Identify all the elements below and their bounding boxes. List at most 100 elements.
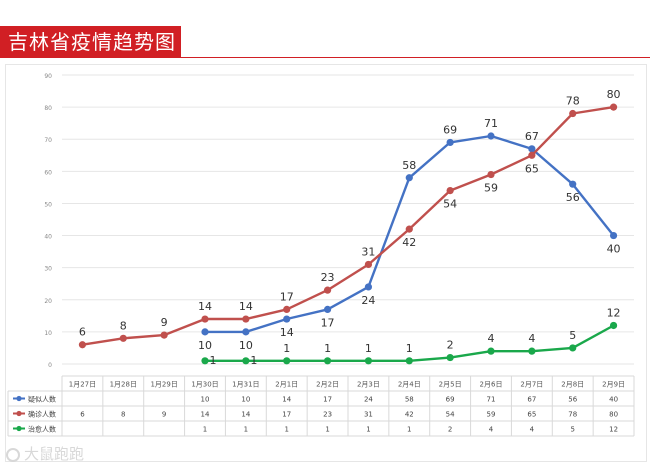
data-label-cured: 1: [250, 354, 257, 367]
data-label-confirmed: 14: [198, 300, 212, 313]
data-label-suspected: 17: [321, 316, 335, 329]
table-cell-suspected: 69: [446, 396, 455, 404]
table-cell-cured: 1: [325, 426, 329, 434]
data-label-suspected: 58: [402, 159, 416, 172]
data-point-suspected: [242, 328, 250, 336]
table-cell-cured: 1: [203, 426, 207, 434]
data-point-suspected: [487, 132, 495, 140]
y-tick-label: 90: [44, 73, 52, 80]
x-tick-label: 2月2日: [316, 381, 339, 389]
table-cell-cured: 2: [448, 426, 452, 434]
data-label-suspected: 71: [484, 117, 498, 130]
table-cell-cured: 1: [407, 426, 411, 434]
data-point-confirmed: [487, 170, 495, 179]
y-tick-label: 30: [44, 266, 52, 273]
data-label-confirmed: 80: [607, 88, 621, 101]
data-label-cured: 12: [607, 306, 621, 319]
table-cell-confirmed: 8: [121, 411, 125, 419]
data-point-cured: [364, 357, 373, 365]
data-point-cured: [405, 357, 413, 365]
data-label-confirmed: 14: [239, 300, 253, 313]
data-point-suspected: [283, 315, 291, 323]
trend-chart: 0 10 20 30 40 50 60 70 80 90 1月27日 1月28日 1月29日 1月30日 1…: [7, 73, 635, 437]
legend-marker-confirmed: [16, 410, 22, 417]
x-tick-label: 2月8日: [561, 381, 584, 389]
data-point-confirmed: [283, 305, 291, 314]
data-label-suspected: 14: [280, 326, 294, 339]
y-tick-label: 40: [44, 234, 52, 241]
legend-marker-suspected: [16, 395, 22, 402]
table-cell-cured: 4: [489, 426, 494, 434]
table-cell-cured: 5: [570, 426, 574, 434]
title-divider: [0, 57, 650, 58]
table-cell-suspected: 71: [487, 396, 496, 404]
table-cell-suspected: 40: [609, 396, 618, 404]
table-cell-suspected: 10: [241, 396, 250, 404]
table-cell-confirmed: 14: [241, 411, 250, 419]
data-point-confirmed: [446, 187, 454, 195]
data-label-confirmed: 6: [79, 326, 86, 339]
y-tick-label: 70: [44, 137, 52, 144]
page-title: 吉林省疫情趋势图: [0, 26, 181, 58]
data-point-cured: [609, 321, 618, 330]
x-tick-label: 2月9日: [602, 381, 625, 389]
table-cell-confirmed: 6: [80, 411, 85, 419]
data-label-confirmed: 59: [484, 182, 498, 195]
table-cell-confirmed: 31: [364, 411, 373, 419]
x-tick-label: 1月28日: [110, 381, 137, 389]
data-point-confirmed: [323, 286, 332, 294]
data-label-suspected: 69: [443, 123, 457, 136]
data-label-confirmed: 78: [566, 95, 580, 108]
x-tick-label: 1月29日: [150, 381, 177, 389]
x-tick-label: 2月1日: [275, 381, 298, 389]
data-label-cured: 4: [488, 332, 495, 345]
table-cell-confirmed: 80: [609, 411, 618, 419]
data-point-cured: [283, 357, 291, 365]
table-cell-suspected: 56: [568, 396, 577, 404]
data-label-cured: 1: [283, 342, 290, 355]
series-line-confirmed: [82, 105, 614, 346]
data-point-confirmed: [119, 334, 127, 342]
x-tick-label: 2月5日: [439, 381, 462, 389]
watermark: 大鼠跑跑: [6, 443, 84, 464]
data-point-suspected: [323, 305, 332, 314]
data-label-confirmed: 23: [321, 271, 335, 284]
table-cell-confirmed: 14: [201, 411, 210, 419]
data-point-confirmed: [609, 103, 618, 111]
table-cell-suspected: 58: [405, 396, 414, 404]
table-cell-confirmed: 9: [162, 411, 166, 419]
legend-label-suspected: 疑似人数: [28, 395, 56, 404]
data-point-suspected: [405, 174, 413, 182]
data-label-confirmed: 9: [161, 316, 168, 329]
x-tick-label: 2月6日: [480, 381, 503, 389]
chart-card: 0 10 20 30 40 50 60 70 80 90 1月27日 1月28日 1月29日 1月30日 1…: [5, 64, 647, 462]
y-tick-label: 20: [44, 298, 52, 305]
table-cell-cured: 4: [530, 426, 535, 434]
data-label-suspected: 24: [361, 294, 375, 307]
data-label-suspected: 10: [198, 339, 212, 352]
table-cell-confirmed: 17: [282, 411, 291, 419]
data-label-confirmed: 65: [525, 162, 539, 175]
data-label-cured: 1: [210, 354, 217, 367]
data-point-cured: [242, 357, 250, 365]
table-cell-suspected: 24: [364, 396, 373, 404]
table-cell-cured: 1: [284, 426, 288, 434]
x-tick-label: 1月30日: [191, 381, 218, 389]
data-point-confirmed: [364, 260, 373, 269]
table-cell-cured: 12: [609, 426, 618, 434]
table-cell-suspected: 14: [282, 396, 291, 404]
table-cell-suspected: 67: [527, 396, 536, 404]
x-tick-label: 1月27日: [69, 381, 96, 389]
data-label-cured: 1: [324, 342, 331, 355]
table-cell-cured: 1: [366, 426, 370, 434]
data-label-cured: 5: [569, 329, 576, 342]
data-point-cured: [446, 353, 454, 362]
data-label-confirmed: 17: [280, 290, 294, 303]
y-tick-label: 60: [44, 169, 52, 176]
x-tick-label: 2月3日: [357, 381, 380, 389]
data-label-confirmed: 31: [361, 245, 375, 258]
table-cell-confirmed: 59: [487, 411, 496, 419]
table-cell-confirmed: 23: [323, 411, 332, 419]
data-label-confirmed: 42: [402, 236, 416, 249]
x-tick-label: 1月31日: [232, 381, 259, 389]
